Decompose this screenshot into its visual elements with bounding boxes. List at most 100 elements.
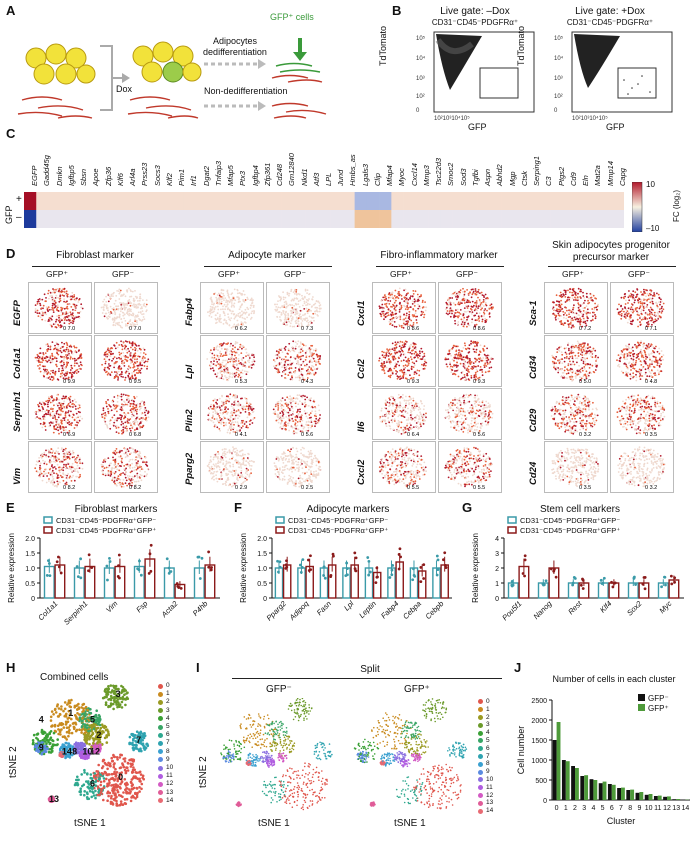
tsne-point bbox=[385, 314, 388, 317]
panel-label-b: B bbox=[392, 3, 402, 18]
tsne-point bbox=[122, 314, 125, 317]
tsne-point bbox=[293, 293, 296, 295]
tsne-point bbox=[226, 301, 229, 303]
tsne-point bbox=[305, 365, 308, 367]
tsne-point bbox=[115, 425, 118, 428]
tsne-point bbox=[133, 403, 136, 406]
tsne-point bbox=[318, 354, 320, 357]
tsne-point bbox=[211, 306, 214, 308]
tsne-point bbox=[287, 374, 290, 376]
tsne-point bbox=[53, 306, 56, 309]
tsne-point bbox=[120, 398, 123, 401]
tsne-point bbox=[236, 352, 239, 354]
tsne-point bbox=[77, 456, 80, 458]
tsne-point bbox=[480, 315, 483, 317]
tsne-point bbox=[241, 345, 244, 348]
tsne-point bbox=[141, 364, 144, 367]
tsne-point bbox=[295, 289, 298, 291]
tsne-point bbox=[215, 470, 218, 473]
tsne-point bbox=[120, 472, 123, 475]
tsne-point bbox=[39, 462, 42, 465]
tsne-point bbox=[469, 310, 471, 313]
tsne-point bbox=[444, 308, 447, 310]
heatmap-cell bbox=[513, 192, 527, 210]
tsne-point bbox=[301, 446, 304, 449]
tsne-point bbox=[276, 468, 278, 471]
tsne-point bbox=[132, 299, 135, 302]
tsne-point bbox=[101, 416, 104, 419]
tsne-point bbox=[124, 421, 127, 424]
tsne-point bbox=[291, 375, 293, 378]
tsne-point bbox=[230, 326, 233, 329]
tsne-point bbox=[406, 306, 408, 309]
heatmap-cell bbox=[611, 210, 624, 228]
tsne-point bbox=[239, 306, 242, 309]
tsne-point bbox=[105, 350, 108, 353]
tsne-point bbox=[34, 309, 37, 312]
tsne-point bbox=[65, 307, 68, 310]
tsne-point bbox=[138, 302, 141, 305]
tsne-point bbox=[319, 466, 321, 468]
tsne-point bbox=[131, 348, 134, 351]
tsne-point bbox=[215, 474, 217, 477]
tsne-point bbox=[446, 303, 448, 305]
tsne-point bbox=[66, 305, 69, 308]
tsne-point bbox=[128, 372, 131, 375]
tsne-point bbox=[61, 397, 64, 400]
heatmap-cell bbox=[330, 192, 343, 210]
tsne-point bbox=[46, 373, 49, 376]
tsne-point bbox=[481, 307, 483, 310]
tsne-point bbox=[134, 362, 137, 364]
tsne-point bbox=[225, 376, 228, 379]
tsne-point bbox=[34, 356, 37, 359]
tsne-point bbox=[236, 369, 239, 371]
tsne-point bbox=[65, 411, 67, 413]
tsne-point bbox=[69, 450, 71, 453]
tsne-point bbox=[216, 480, 219, 483]
tsne-point bbox=[299, 313, 301, 316]
tsne-point bbox=[289, 322, 292, 325]
tsne-point bbox=[290, 288, 293, 291]
tsne-point bbox=[209, 297, 212, 300]
tsne-point bbox=[222, 463, 225, 465]
tsne-point bbox=[103, 298, 106, 301]
tsne-point bbox=[70, 346, 73, 348]
tsne-point bbox=[309, 320, 312, 323]
tsne-point bbox=[77, 454, 79, 457]
tsne-point bbox=[118, 313, 121, 316]
tsne-point bbox=[109, 313, 111, 316]
tsne-point bbox=[285, 321, 288, 324]
tsne-point bbox=[52, 309, 55, 312]
tsne-point bbox=[310, 470, 312, 472]
tsne-point bbox=[225, 460, 228, 463]
tsne-point bbox=[284, 377, 286, 379]
tsne-point bbox=[228, 422, 231, 424]
tsne-point bbox=[227, 293, 230, 296]
tsne-point bbox=[135, 417, 138, 420]
tsne-point bbox=[52, 483, 54, 486]
tsne-point bbox=[74, 468, 77, 471]
tsne-point bbox=[213, 465, 216, 467]
tsne-point bbox=[477, 307, 479, 309]
tsne-point bbox=[288, 398, 290, 400]
tsne-point bbox=[219, 477, 222, 480]
tsne-point bbox=[140, 468, 143, 470]
tsne-point bbox=[38, 457, 40, 459]
tsne-point bbox=[68, 405, 71, 408]
tsne-point bbox=[58, 316, 60, 319]
heatmap-cell bbox=[452, 192, 466, 210]
tsne-point bbox=[291, 378, 294, 381]
tsne-point bbox=[129, 366, 132, 369]
tsne-point bbox=[398, 364, 401, 367]
tsne-point bbox=[301, 471, 304, 474]
tsne-point bbox=[282, 310, 284, 312]
tsne-point bbox=[124, 427, 127, 429]
tsne-point bbox=[48, 450, 51, 452]
tsne-point bbox=[315, 364, 317, 366]
tsne-point bbox=[225, 422, 228, 424]
tsne-point bbox=[132, 431, 135, 433]
tsne-point bbox=[101, 470, 103, 472]
tsne-point bbox=[286, 405, 288, 407]
tsne-point bbox=[250, 312, 253, 315]
tsne-point bbox=[384, 296, 387, 298]
